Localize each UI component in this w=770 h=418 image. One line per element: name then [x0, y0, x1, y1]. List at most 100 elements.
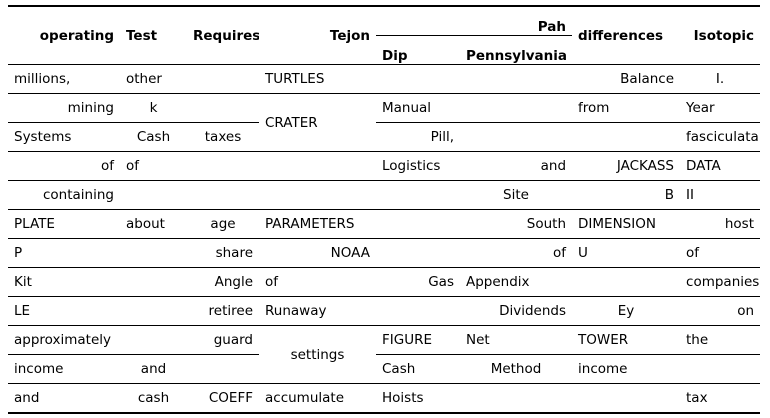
table-row: PLATE about age PARAMETERS South DIMENSI… [8, 209, 761, 239]
table-cell: JACKASS [572, 151, 681, 181]
table-cell: other [120, 64, 187, 94]
table-cell: DIMENSION [572, 209, 681, 239]
table-cell: and [8, 383, 120, 414]
table-cell [460, 93, 573, 123]
table-cell [120, 267, 187, 297]
table-cell: P [8, 238, 120, 268]
table-cell [187, 64, 259, 94]
table-cell: about [120, 209, 187, 239]
table-cell [572, 122, 681, 152]
table-cell: Gas [376, 267, 460, 297]
table-cell: LE [8, 296, 120, 326]
table-row: and cash COEFF accumulate Hoists tax [8, 383, 761, 414]
table-cell [460, 64, 573, 94]
table-cell: Site [460, 180, 573, 210]
table-cell: fasciculata [680, 122, 761, 152]
subheader-row: Dip Pennsylvania [8, 35, 760, 65]
table-cell [376, 64, 460, 94]
table-cell [376, 296, 460, 326]
table-cell: share [187, 238, 259, 268]
table-cell [460, 122, 573, 152]
table-row: LE retiree Runaway Dividends Ey on [8, 296, 761, 326]
table-cell: FIGURE [376, 325, 460, 355]
table-cell: retiree [187, 296, 259, 326]
table-cell: of [8, 151, 120, 181]
table-cell: Pill, [376, 122, 460, 152]
table-cell [120, 180, 187, 210]
table-row: income and Cash Method income [8, 354, 761, 384]
table-cell: DATA [680, 151, 761, 181]
table-cell: I. [680, 64, 761, 94]
table-cell: income [572, 354, 681, 384]
table-cell [120, 238, 187, 268]
data-table: operating Test Requires Tejon Pah differ… [8, 5, 761, 414]
table-cell: accumulate [259, 383, 376, 414]
table-cell: from [572, 93, 681, 123]
table-cell: Systems [8, 122, 120, 152]
table-cell [259, 151, 376, 181]
table-cell [187, 354, 259, 384]
table-cell: South [460, 209, 573, 239]
table-cell: taxes [187, 122, 259, 152]
table-cell: PARAMETERS [259, 209, 376, 239]
table-cell: COEFF [187, 383, 259, 414]
header-row: operating Test Requires Tejon Pah differ… [8, 5, 761, 65]
table-cell [680, 354, 761, 384]
table-cell [120, 296, 187, 326]
col-header-isotopic: Isotopic [680, 5, 761, 65]
table-cell [572, 267, 681, 297]
table-cell: Cash [376, 354, 460, 384]
table-row: containing Site B II [8, 180, 761, 210]
table-cell: Manual [376, 93, 460, 123]
table-cell: and [460, 151, 573, 181]
table-cell: U [572, 238, 681, 268]
table-cell: Appendix [460, 267, 573, 297]
table-cell: and [120, 354, 187, 384]
table-cell: k [120, 93, 187, 123]
table-cell: CRATER [259, 93, 376, 152]
table-row: Systems Cash taxes Pill, fasciculata [8, 122, 761, 152]
table-row: P share NOAA of U of [8, 238, 761, 268]
table-cell: income [8, 354, 120, 384]
table-cell: on [680, 296, 761, 326]
table-cell: Kit [8, 267, 120, 297]
table-cell: B [572, 180, 681, 210]
table-cell [572, 383, 681, 414]
table-cell [187, 93, 259, 123]
table-row: mining k CRATER Manual from Year [8, 93, 761, 152]
table-cell: companies [680, 267, 761, 297]
table-cell: tax [680, 383, 761, 414]
table-cell: settings [259, 325, 376, 384]
col-header-tejon: Tejon [259, 5, 376, 65]
table-cell: of [680, 238, 761, 268]
col-header-pah: Pah [376, 5, 573, 36]
table-cell: mining [8, 93, 120, 123]
table-cell: of [120, 151, 187, 181]
table-cell [120, 325, 187, 355]
table-cell: Logistics [376, 151, 460, 181]
table-cell: PLATE [8, 209, 120, 239]
table-cell: guard [187, 325, 259, 355]
col-header-differences: differences [572, 5, 681, 65]
table-cell: the [680, 325, 761, 355]
table-cell: of [259, 267, 376, 297]
col-header-dip: Dip [376, 35, 460, 65]
table-cell [460, 383, 573, 414]
table-cell: Ey [572, 296, 681, 326]
table-row: of of Logistics and JACKASS DATA [8, 151, 761, 181]
table-cell: age [187, 209, 259, 239]
table-cell [259, 180, 376, 210]
table-cell: Year [680, 93, 761, 123]
table-cell [376, 209, 460, 239]
col-header-requires: Requires [187, 5, 259, 65]
table-cell: Dividends [460, 296, 573, 326]
table-cell: Cash [120, 122, 187, 152]
col-header-test: Test [120, 5, 187, 65]
table-cell: NOAA [259, 238, 376, 268]
table-cell [187, 180, 259, 210]
table-cell: Balance [572, 64, 681, 94]
table-row: millions, other TURTLES Balance I. [8, 64, 761, 94]
table-cell: Net [460, 325, 573, 355]
table-cell: Method [460, 354, 573, 384]
